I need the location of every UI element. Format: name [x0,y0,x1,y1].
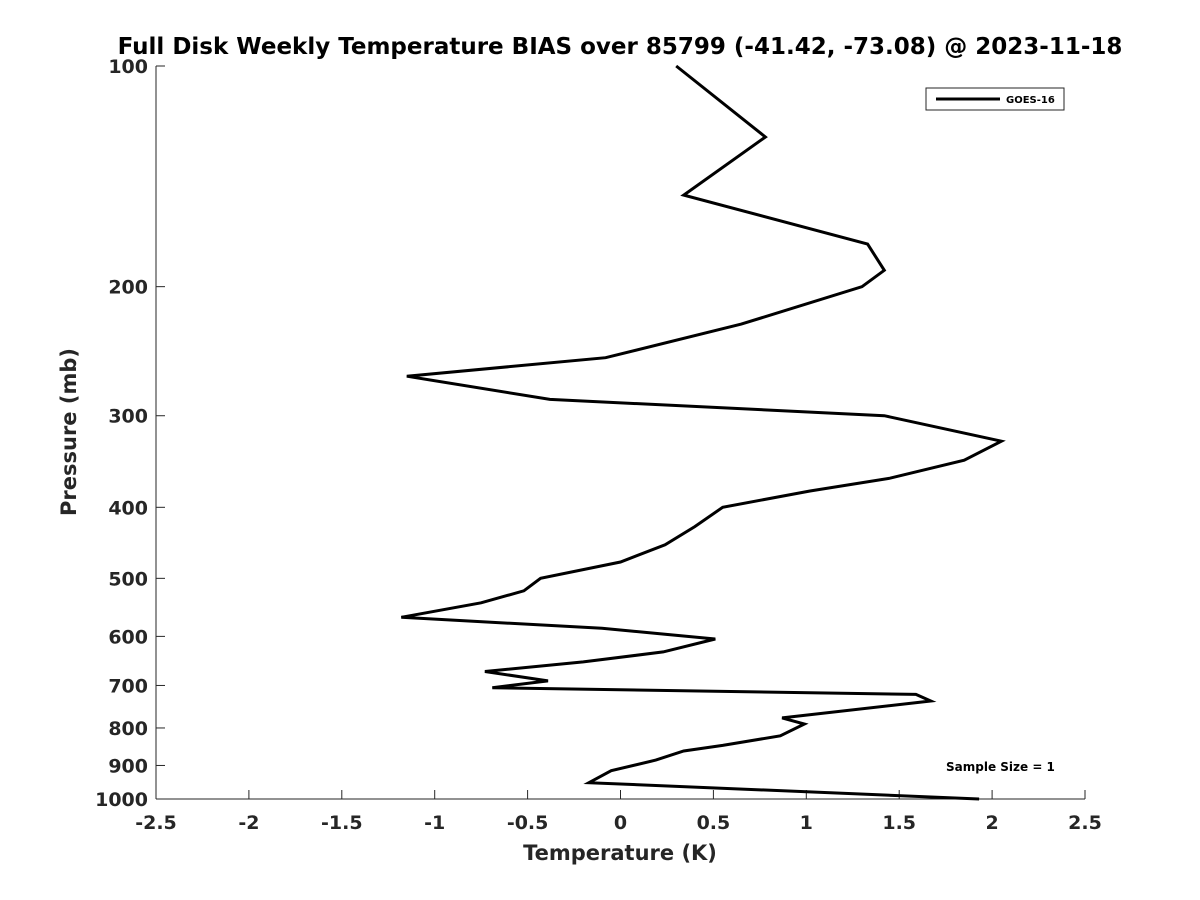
y-tick-label: 400 [108,497,148,519]
x-tick-label: 2.5 [1068,812,1102,834]
sample-size-annotation: Sample Size = 1 [946,760,1055,774]
x-tick-label: 1 [800,812,813,834]
x-tick-label: -2 [238,812,259,834]
y-tick-label: 600 [108,626,148,648]
x-tick-label: -1.5 [321,812,363,834]
x-tick-label: 0 [614,812,627,834]
y-tick-label: 700 [108,675,148,697]
y-tick-label: 800 [108,718,148,740]
y-axis-label: Pressure (mb) [57,348,81,516]
y-ticks: 100 200 300 400 500 600 700 800 900 1000 [95,56,165,811]
y-tick-label: 200 [108,277,148,299]
x-tick-label: -0.5 [507,812,549,834]
y-tick-label: 900 [108,755,148,777]
series-goes-16-line [401,64,1006,801]
x-tick-label: -2.5 [135,812,177,834]
x-axis-label: Temperature (K) [523,841,717,865]
x-tick-label: 2 [985,812,998,834]
x-tick-label: -1 [424,812,445,834]
y-tick-label: 300 [108,406,148,428]
x-ticks: -2.5 -2 -1.5 -1 -0.5 0 0.5 1 1.5 2 2.5 [135,790,1102,834]
y-tick-label: 100 [108,56,148,78]
x-tick-label: 0.5 [697,812,731,834]
x-tick-label: 1.5 [882,812,916,834]
chart-title: Full Disk Weekly Temperature BIAS over 8… [118,34,1123,60]
legend: GOES-16 [925,87,1065,111]
legend-label-goes-16: GOES-16 [1006,95,1055,106]
y-tick-label: 500 [108,568,148,590]
y-tick-label: 1000 [95,789,148,811]
